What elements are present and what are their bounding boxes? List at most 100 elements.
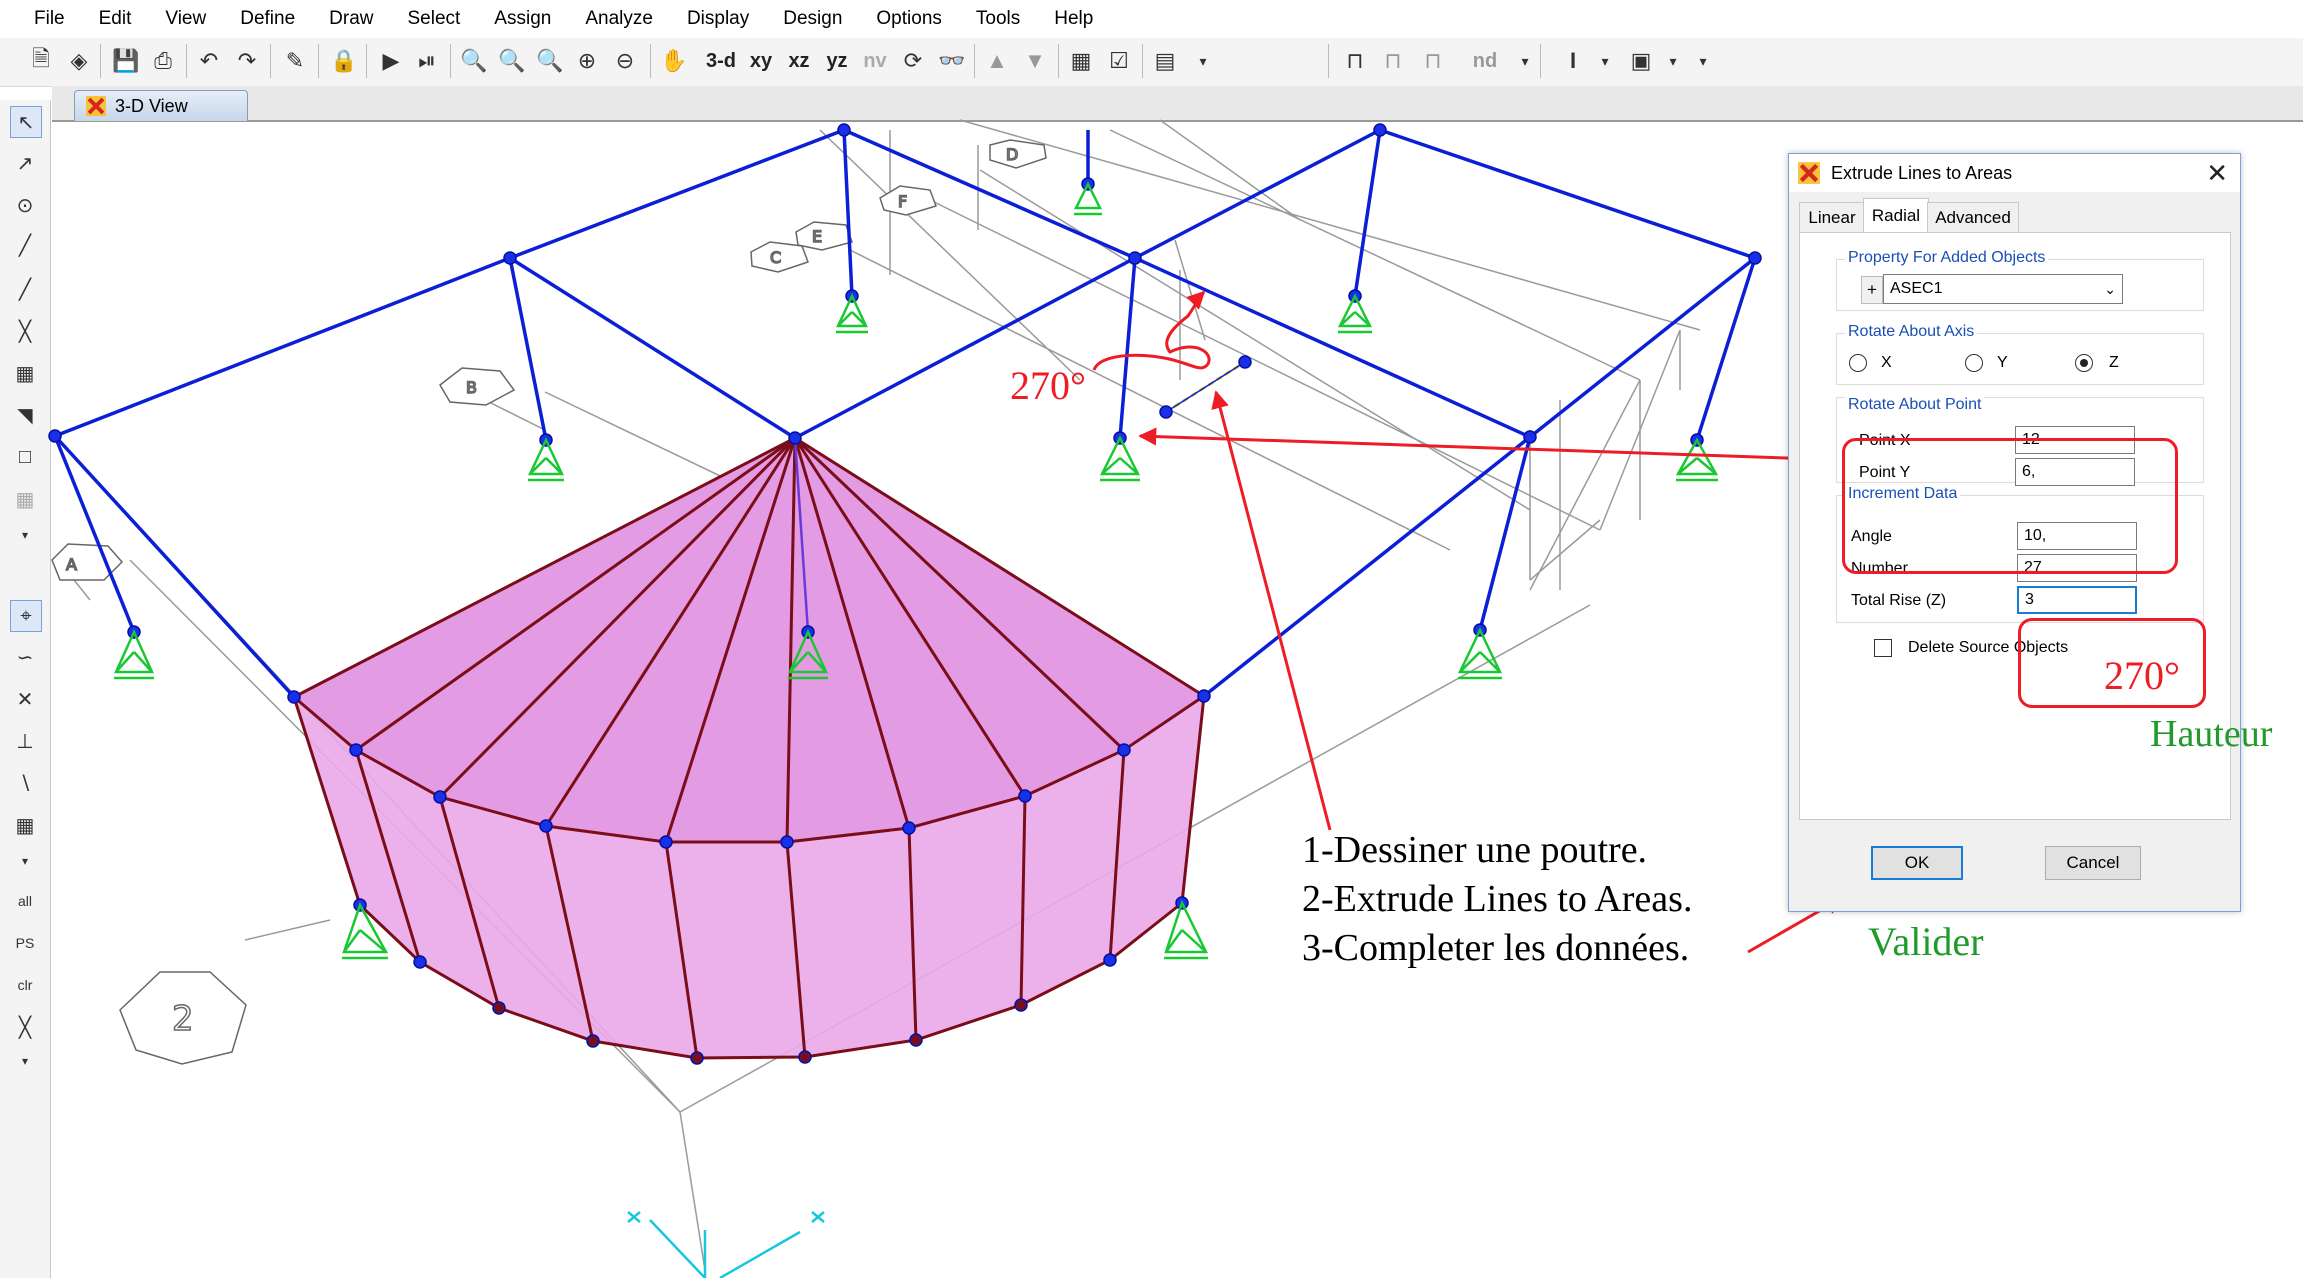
zoom-restore-icon[interactable]: 🔍 xyxy=(498,48,526,73)
dropdown-arrow-icon[interactable]: ▾ xyxy=(21,528,29,542)
point-y-input[interactable]: 6, xyxy=(2015,458,2135,486)
view-3d-button[interactable]: 3-d xyxy=(706,49,736,72)
add-property-button[interactable]: + xyxy=(1861,276,1883,304)
i-beam-icon[interactable]: I xyxy=(1569,48,1577,73)
total-rise-input[interactable]: 3 xyxy=(2017,586,2137,614)
cancel-button[interactable]: Cancel xyxy=(2045,846,2141,880)
draw-area-click-icon[interactable]: ▦ xyxy=(15,488,35,511)
grid-bubble: E xyxy=(795,221,853,251)
frame-section-icon[interactable]: ⊓ xyxy=(1384,48,1402,73)
radio-z[interactable] xyxy=(2075,354,2093,372)
snap-lines-icon[interactable]: ∖ xyxy=(18,772,32,795)
select-all-button[interactable]: all xyxy=(17,893,32,909)
save-icon[interactable]: 💾 xyxy=(112,48,140,73)
snap-points-icon[interactable]: ⌖ xyxy=(10,600,42,632)
svg-text:F: F xyxy=(898,192,907,211)
angle-label: Angle xyxy=(1851,528,1892,545)
menu-tools[interactable]: Tools xyxy=(975,8,1021,29)
view-xz-button[interactable]: xz xyxy=(788,49,810,72)
frame-shape-icon[interactable]: ⊓ xyxy=(1346,48,1364,73)
svg-text:D: D xyxy=(1006,145,1018,164)
reshape-icon[interactable]: ↗ xyxy=(16,152,34,175)
snap-intersect-icon[interactable]: ✕ xyxy=(16,688,34,711)
perspective-icon[interactable]: 👓 xyxy=(938,48,966,73)
menu-define[interactable]: Define xyxy=(240,8,296,29)
dropdown-arrow-icon[interactable]: ▾ xyxy=(1669,52,1677,69)
view-xy-button[interactable]: xy xyxy=(749,49,773,72)
delete-source-checkbox[interactable] xyxy=(1874,639,1892,657)
main-toolbar: 🗎 ◈ 💾 ⎙ ↶ ↷ ✎ 🔒 ▶ ⏯ 🔍 🔍 🔍 ⊕ ⊖ ✋ 3-d xy x… xyxy=(0,38,2303,87)
previous-selection-button[interactable]: PS xyxy=(15,935,35,951)
draw-frame-click-icon[interactable]: ╱ xyxy=(18,278,32,301)
snap-ends-icon[interactable]: ∽ xyxy=(16,646,34,669)
close-icon[interactable]: ✕ xyxy=(2206,158,2228,188)
new-file-icon[interactable]: 🗎 xyxy=(32,46,50,71)
pointer-icon[interactable]: ↖ xyxy=(10,106,42,138)
menu-analyze[interactable]: Analyze xyxy=(585,8,653,29)
draw-frame-icon[interactable]: ╱ xyxy=(18,234,32,257)
dropdown-arrow-icon[interactable]: ▾ xyxy=(21,1054,29,1068)
draw-brace-icon[interactable]: ╳ xyxy=(18,320,32,343)
menu-select[interactable]: Select xyxy=(407,8,461,29)
rotate-view-icon[interactable]: ⟳ xyxy=(903,48,923,73)
object-shrink-icon[interactable]: ▦ xyxy=(1070,48,1092,73)
dropdown-arrow-icon[interactable]: ▾ xyxy=(1199,52,1207,69)
move-down-icon[interactable]: ▼ xyxy=(1024,48,1046,73)
undo-icon[interactable]: ↶ xyxy=(199,48,219,73)
extruded-shell[interactable] xyxy=(292,436,1206,1060)
clear-selection-button[interactable]: clr xyxy=(17,977,33,993)
dropdown-arrow-icon[interactable]: ▾ xyxy=(21,854,29,868)
open-file-icon[interactable]: ◈ xyxy=(70,48,88,73)
ok-button[interactable]: OK xyxy=(1871,846,1963,880)
menu-design[interactable]: Design xyxy=(783,8,843,29)
check-icon[interactable]: ☑ xyxy=(1109,48,1129,73)
menu-edit[interactable]: Edit xyxy=(98,8,132,29)
zoom-in-icon[interactable]: ⊕ xyxy=(577,48,597,73)
draw-joint-icon[interactable]: ⊙ xyxy=(16,194,34,217)
property-select[interactable]: ASEC1 ⌄ xyxy=(1883,274,2123,304)
draw-poly-area-icon[interactable]: ◥ xyxy=(17,404,33,427)
redo-icon[interactable]: ↷ xyxy=(237,48,257,73)
draw-rect-area-icon[interactable]: □ xyxy=(18,445,32,468)
number-input[interactable]: 27 xyxy=(2017,554,2137,582)
dropdown-arrow-icon[interactable]: ▾ xyxy=(1699,52,1707,69)
angle-input[interactable]: 10, xyxy=(2017,522,2137,550)
tab-3d-view[interactable]: 3-D View xyxy=(74,90,248,121)
view-yz-button[interactable]: yz xyxy=(826,49,848,72)
tab-radial[interactable]: Radial xyxy=(1863,198,1929,234)
menu-view[interactable]: View xyxy=(165,8,207,29)
radio-y[interactable] xyxy=(1965,354,1983,372)
display-options-icon[interactable]: ▤ xyxy=(1154,48,1176,73)
area-section-icon[interactable]: ▣ xyxy=(1630,48,1652,73)
dropdown-arrow-icon[interactable]: ▾ xyxy=(1521,52,1529,69)
run-animation-icon[interactable]: ⏯ xyxy=(418,48,436,73)
lock-icon[interactable]: 🔒 xyxy=(330,48,358,73)
tab-advanced[interactable]: Advanced xyxy=(1927,202,2019,234)
frame-members[interactable] xyxy=(53,128,1757,699)
print-icon[interactable]: ⎙ xyxy=(154,48,172,73)
radio-x[interactable] xyxy=(1849,354,1867,372)
view-nd-button[interactable]: nd xyxy=(1472,49,1498,72)
zoom-full-icon[interactable]: 🔍 xyxy=(536,48,564,73)
menu-options[interactable]: Options xyxy=(876,8,942,29)
menu-help[interactable]: Help xyxy=(1054,8,1094,29)
zoom-out-icon[interactable]: ⊖ xyxy=(615,48,635,73)
view-nv-button[interactable]: nv xyxy=(863,49,887,72)
draw-secondary-icon[interactable]: ▦ xyxy=(15,362,35,385)
menu-assign[interactable]: Assign xyxy=(494,8,552,29)
pan-icon[interactable]: ✋ xyxy=(660,48,688,73)
snap-grid-icon[interactable]: ▦ xyxy=(15,814,35,837)
run-analysis-icon[interactable]: ▶ xyxy=(382,48,400,73)
zoom-window-icon[interactable]: 🔍 xyxy=(460,48,488,73)
intersecting-line-icon[interactable]: ╳ xyxy=(18,1016,32,1039)
pencil-icon[interactable]: ✎ xyxy=(285,48,305,73)
tab-linear[interactable]: Linear xyxy=(1799,202,1865,234)
menu-file[interactable]: File xyxy=(34,8,65,29)
frame-load-icon[interactable]: ⊓ xyxy=(1424,48,1442,73)
menu-display[interactable]: Display xyxy=(686,8,750,29)
menu-draw[interactable]: Draw xyxy=(329,8,374,29)
snap-perpendicular-icon[interactable]: ⊥ xyxy=(16,730,34,753)
dropdown-arrow-icon[interactable]: ▾ xyxy=(1601,52,1609,69)
move-up-icon[interactable]: ▲ xyxy=(986,48,1008,73)
